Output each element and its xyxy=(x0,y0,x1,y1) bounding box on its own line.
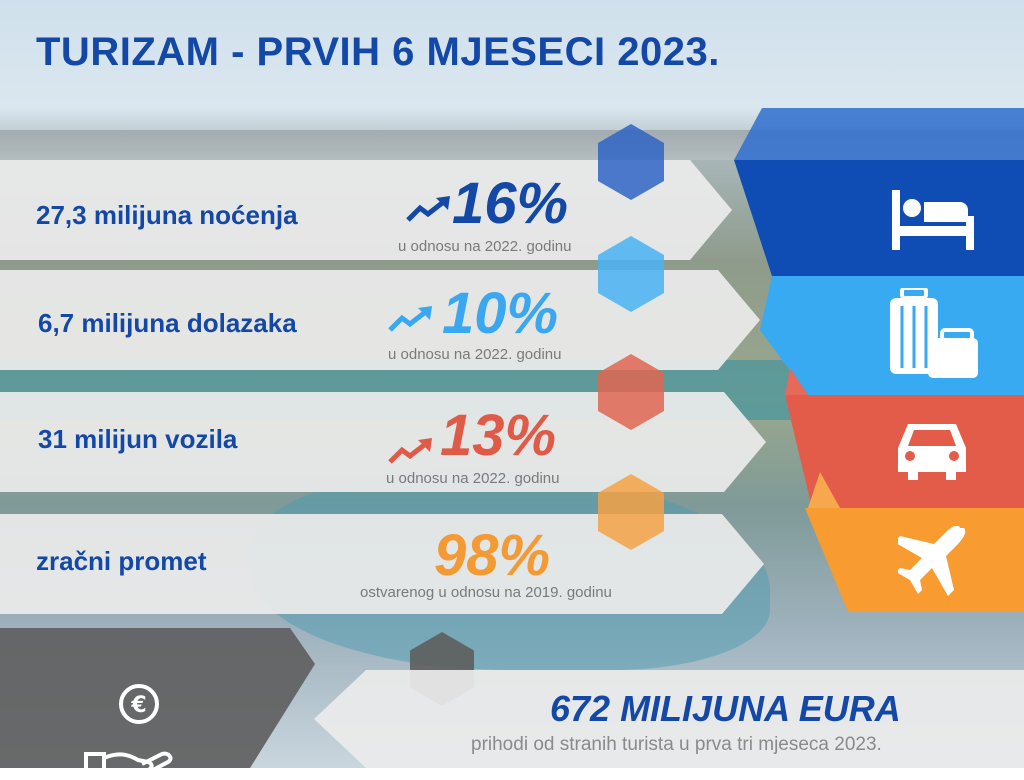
vehicles-note: u odnosu na 2022. godinu xyxy=(386,470,560,487)
revenue-band xyxy=(314,670,1024,768)
arrivals-label: 6,7 milijuna dolazaka xyxy=(38,308,297,338)
euro-hand-icon: € xyxy=(84,684,173,780)
bed-icon xyxy=(892,190,974,250)
trend-up-icon xyxy=(388,438,432,464)
nights-percent: 16% xyxy=(452,171,569,236)
arrivals-percent: 10% xyxy=(442,281,559,346)
airplane-icon xyxy=(898,526,966,596)
vehicles-percent: 13% xyxy=(440,403,557,468)
trend-up-icon xyxy=(388,306,432,332)
hex-decoration xyxy=(598,124,664,200)
revenue-icon-box: € xyxy=(0,628,315,780)
car-icon xyxy=(898,424,966,480)
page-title: TURIZAM - PRVIH 6 MJESECI 2023. xyxy=(36,30,720,74)
row-band-nights xyxy=(0,160,732,260)
svg-text:€: € xyxy=(130,693,146,718)
air-note: ostvarenog u odnosu na 2019. godinu xyxy=(360,584,612,601)
revenue-amount: 672 MILIJUNA EURA xyxy=(550,688,901,729)
vehicles-label: 31 milijun vozila xyxy=(38,424,238,454)
trend-up-icon xyxy=(406,196,450,222)
revenue-description: prihodi od stranih turista u prva tri mj… xyxy=(471,734,882,755)
arrivals-note: u odnosu na 2022. godinu xyxy=(388,346,562,363)
nights-note: u odnosu na 2022. godinu xyxy=(398,238,572,255)
air-label: zračni promet xyxy=(36,546,207,576)
air-percent: 98% xyxy=(434,523,551,588)
luggage-icon xyxy=(890,288,978,378)
nights-label: 27,3 milijuna noćenja xyxy=(36,200,298,230)
